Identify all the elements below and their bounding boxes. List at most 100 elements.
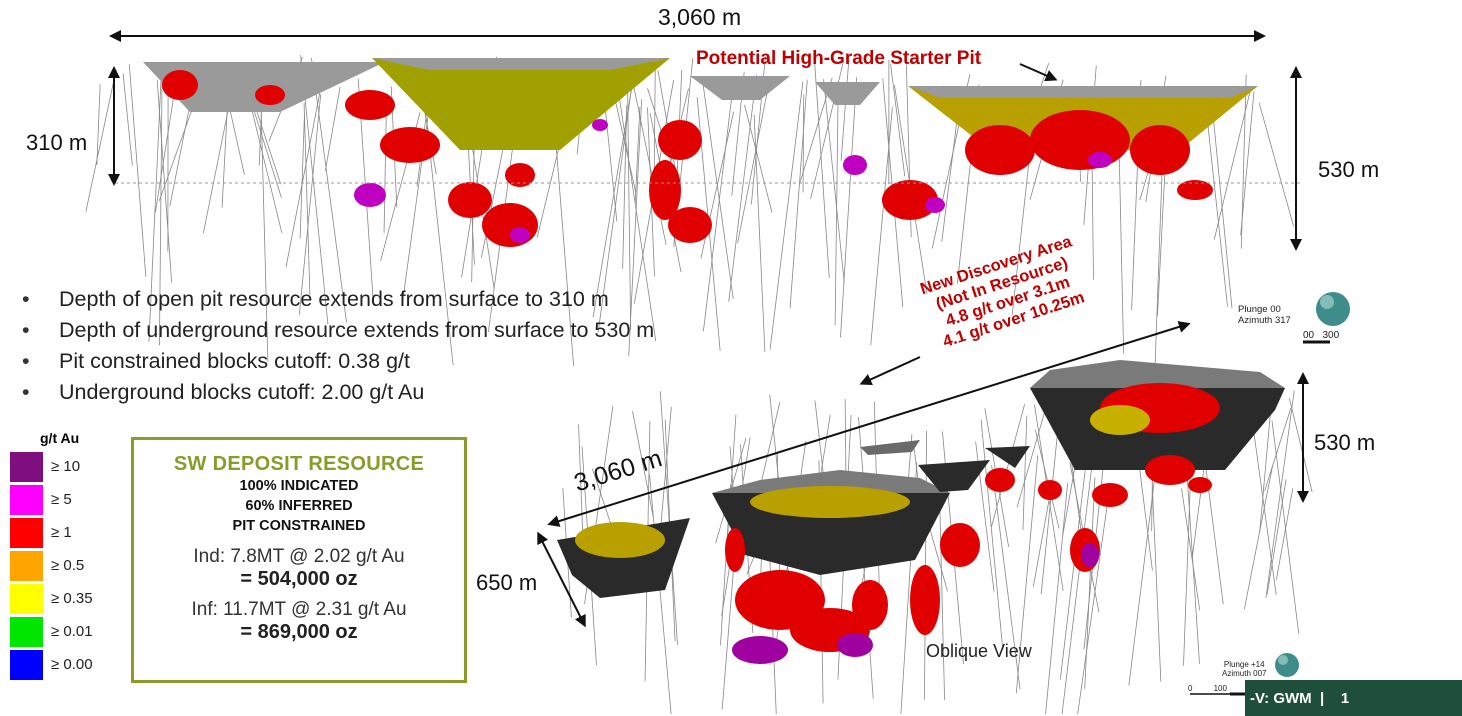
drill-hole-line <box>298 94 322 316</box>
drill-hole-line <box>252 98 282 185</box>
drill-hole-line <box>991 404 1026 527</box>
drill-hole-line <box>622 105 628 269</box>
drill-hole-line <box>1253 430 1277 595</box>
bullet-item: Depth of open pit resource extends from … <box>22 284 654 315</box>
legend-row: ≥ 0.35 <box>10 582 120 615</box>
resource-sub2: 60% INFERRED <box>245 498 353 514</box>
starter-pit-label: Potential High-Grade Starter Pit <box>696 48 982 69</box>
plunge-top: Plunge 00 <box>1238 304 1281 315</box>
top-width-label: 3,060 m <box>658 4 742 30</box>
bullet-item: Depth of underground resource extends fr… <box>22 315 654 346</box>
drill-hole-line <box>592 87 633 318</box>
legend-swatch <box>10 550 43 581</box>
drill-hole-line <box>1077 483 1111 715</box>
legend-label: ≥ 5 <box>51 491 72 508</box>
drill-hole-line <box>1266 479 1287 595</box>
drill-hole-line <box>1022 415 1028 530</box>
bullet-item: Underground blocks cutoff: 2.00 g/t Au <box>22 377 654 408</box>
legend-row: ≥ 0.01 <box>10 615 120 648</box>
scale-tick: 100 <box>1213 684 1227 693</box>
legend-label: ≥ 10 <box>51 458 81 475</box>
legend-row: ≥ 0.5 <box>10 549 120 582</box>
legend-title: g/t Au <box>40 430 80 446</box>
drill-hole-line <box>753 114 766 353</box>
drill-hole-line <box>870 107 893 346</box>
drill-hole-line <box>249 102 283 233</box>
drill-hole-line <box>122 73 133 166</box>
drill-hole-line <box>649 474 672 715</box>
resource-box: SW DEPOSIT RESOURCE 100% INDICATED 60% I… <box>131 437 467 683</box>
drill-hole-line <box>96 84 101 165</box>
drill-hole-line <box>1271 420 1300 634</box>
legend-swatch <box>10 649 43 680</box>
resource-sub1: 100% INDICATED <box>239 478 359 494</box>
drill-hole-line <box>634 106 641 204</box>
drill-hole-line <box>1288 398 1313 493</box>
drill-hole-line <box>85 69 117 212</box>
drill-hole-line <box>789 79 808 309</box>
azimuth-top: Azimuth 317 <box>1238 315 1291 326</box>
top-right-depth-label: 530 m <box>1318 157 1380 182</box>
drill-hole-line <box>798 77 833 186</box>
drill-hole-line <box>737 88 769 244</box>
legend-label: ≥ 0.35 <box>51 590 93 607</box>
drill-hole-line <box>744 104 773 213</box>
drill-hole-line <box>890 64 906 177</box>
footer-bar: -V: GWM | 1 <box>1245 680 1462 716</box>
legend-swatch <box>10 616 43 647</box>
orientation-top: Plunge 00 Azimuth 317 <box>1238 304 1291 326</box>
scale-top: 00 300 <box>1303 330 1340 341</box>
legend-swatch <box>10 484 43 515</box>
legend-row: ≥ 5 <box>10 483 120 516</box>
drill-hole-line <box>383 108 387 233</box>
drill-hole-line <box>769 81 804 350</box>
bullet-list: Depth of open pit resource extends from … <box>22 284 654 408</box>
inferred-ounces: = 869,000 oz <box>240 621 358 643</box>
inferred-line: Inf: 11.7MT @ 2.31 g/t Au <box>191 599 407 620</box>
drill-hole-line <box>154 76 178 213</box>
scale-tick: 0 <box>1188 684 1193 693</box>
drill-hole-line <box>702 81 734 299</box>
drill-hole-line <box>401 90 433 305</box>
legend-label: ≥ 0.5 <box>51 557 85 574</box>
drill-hole-line <box>840 60 850 161</box>
drill-hole-line <box>1275 488 1294 580</box>
legend-row: ≥ 0.00 <box>10 648 120 681</box>
globe-icon-top <box>1316 292 1350 326</box>
drill-hole-line <box>324 86 341 171</box>
legend-swatch <box>10 451 43 482</box>
indicated-ounces: = 504,000 oz <box>240 568 358 590</box>
drill-hole-line <box>1181 488 1201 611</box>
resource-sub3: PIT CONSTRAINED <box>232 518 366 534</box>
drill-hole-line <box>814 63 830 278</box>
drill-hole-line <box>659 391 678 646</box>
drill-hole-line <box>840 77 857 338</box>
grade-legend: g/t Au ≥ 10 ≥ 5 ≥ 1 ≥ 0.5 ≥ 0.35 ≥ 0.01 ≥ 0.00 <box>10 430 120 681</box>
oblique-view-label: Oblique View <box>926 641 1032 661</box>
footer-text: -V: GWM | 1 <box>1250 689 1350 707</box>
oblique-right-depth-label: 530 m <box>1314 430 1376 455</box>
legend-swatch <box>10 583 43 614</box>
drill-hole-line <box>1203 92 1228 307</box>
legend-swatch <box>10 517 43 548</box>
globe-icon-bottom <box>1275 653 1299 677</box>
legend-label: ≥ 0.00 <box>51 656 93 673</box>
legend-row: ≥ 1 <box>10 516 120 549</box>
drill-hole-line <box>823 79 845 284</box>
oblique-section <box>537 321 1309 664</box>
drill-hole-line <box>1258 102 1295 227</box>
drill-hole-line <box>1138 463 1153 571</box>
drill-hole-line <box>303 102 311 295</box>
top-long-section <box>108 30 1302 251</box>
drill-hole-line <box>128 64 147 277</box>
top-left-depth-label: 310 m <box>26 130 88 155</box>
drill-hole-line <box>834 80 839 326</box>
drill-hole-line <box>299 114 305 239</box>
drill-hole-line <box>285 73 324 268</box>
bullet-item: Pit constrained blocks cutoff: 0.38 g/t <box>22 346 654 377</box>
drill-hole-line <box>1034 429 1060 529</box>
drill-hole-line <box>1186 464 1200 664</box>
drill-hole-line <box>802 94 805 193</box>
indicated-line: Ind: 7.8MT @ 2.02 g/t Au <box>193 546 405 567</box>
